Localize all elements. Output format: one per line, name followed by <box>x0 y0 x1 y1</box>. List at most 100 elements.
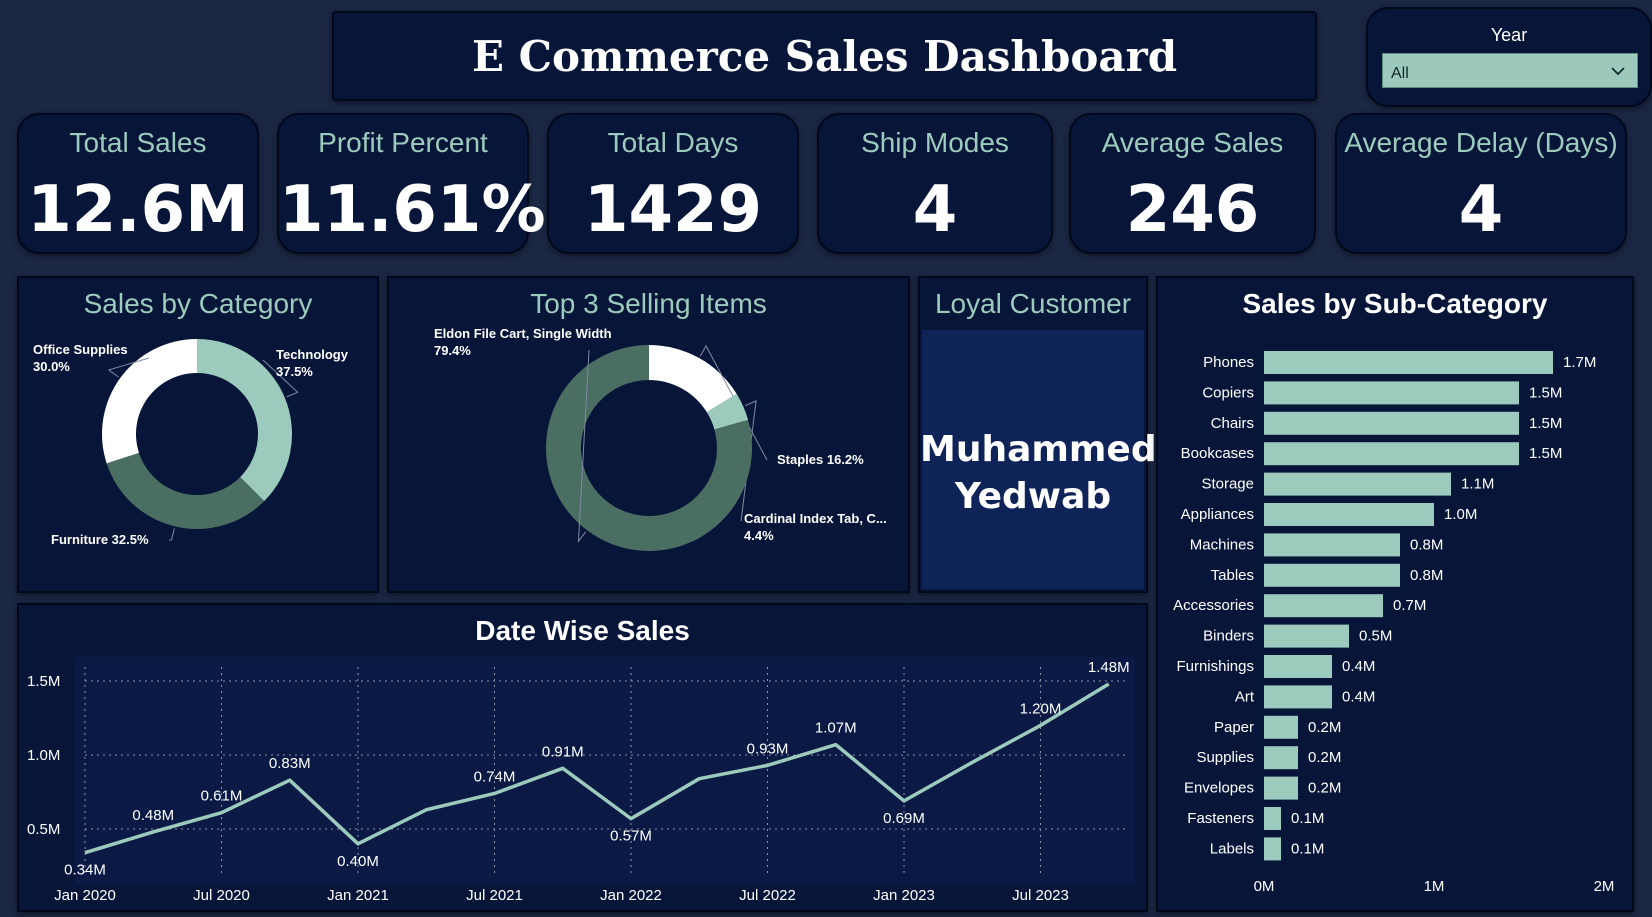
bar-category-label: Labels <box>1210 840 1254 857</box>
year-dropdown[interactable]: All <box>1382 53 1638 88</box>
bar[interactable] <box>1264 563 1400 587</box>
kpi-value: 11.61% <box>279 173 546 247</box>
page-title: E Commerce Sales Dashboard <box>471 31 1178 81</box>
data-label: 0.57M <box>610 828 652 845</box>
bar-value-label: 0.1M <box>1291 810 1324 827</box>
bar[interactable] <box>1264 381 1519 405</box>
kpi-label: Total Sales <box>69 127 207 158</box>
bar-category-label: Machines <box>1190 536 1254 553</box>
data-label: 0.48M <box>132 807 174 824</box>
plot-area <box>75 657 1135 885</box>
bar[interactable] <box>1264 594 1383 618</box>
bar-value-label: 1.1M <box>1461 476 1494 493</box>
bar-value-label: 0.2M <box>1308 719 1341 736</box>
bar[interactable] <box>1264 624 1349 648</box>
x-tick-label: Jul 2021 <box>466 887 523 904</box>
bar[interactable] <box>1264 837 1281 861</box>
y-tick-label: 0.5M <box>27 821 60 838</box>
y-tick-label: 1.0M <box>27 747 60 764</box>
bar-category-label: Appliances <box>1181 506 1254 523</box>
bar[interactable] <box>1264 351 1553 374</box>
bar-value-label: 0.5M <box>1359 628 1392 645</box>
donut-slice[interactable] <box>706 393 749 430</box>
donut-slice[interactable] <box>106 452 265 529</box>
bar-value-label: 0.7M <box>1393 597 1426 614</box>
y-tick-label: 1.5M <box>27 673 60 690</box>
bar-category-label: Copiers <box>1202 384 1254 401</box>
bar[interactable] <box>1264 715 1298 739</box>
bar[interactable] <box>1264 807 1281 830</box>
sales-by-category-panel: Sales by Category Technology 37.5% Furnitu… <box>17 276 379 593</box>
sales-by-category-chart: Technology 37.5% Furniture 32.5% Office Sup… <box>33 339 349 547</box>
donut-slice[interactable] <box>546 345 752 551</box>
bar-value-label: 1.0M <box>1444 506 1477 523</box>
x-tick-label: Jul 2020 <box>193 887 250 904</box>
bar[interactable] <box>1264 411 1519 435</box>
x-tick-label: 2M <box>1594 878 1615 895</box>
slice-label: 4.4% <box>744 528 774 543</box>
bar-value-label: 0.2M <box>1308 749 1341 766</box>
year-slicer: Year All <box>1366 7 1652 107</box>
kpi-average-delay: Average Delay (Days) 4 <box>1335 113 1627 254</box>
x-tick-label: Jul 2022 <box>739 887 796 904</box>
bar[interactable] <box>1264 746 1298 770</box>
bar[interactable] <box>1264 685 1332 709</box>
leader-line <box>107 357 150 378</box>
top-3-items-chart: Staples 16.2% Cardinal Index Tab, C... 4.4… <box>434 326 887 551</box>
top-3-items-panel: Top 3 Selling Items Staples 16.2% Cardina… <box>387 276 910 593</box>
bar-category-label: Art <box>1235 688 1255 705</box>
data-label: 0.40M <box>337 853 379 870</box>
leader-line <box>168 528 175 541</box>
bar[interactable] <box>1264 472 1451 496</box>
bar-value-label: 0.8M <box>1410 567 1443 584</box>
chevron-down-icon <box>1611 67 1625 76</box>
data-label: 0.69M <box>883 810 925 827</box>
loyal-customer-name-line1: Muhammed <box>920 429 1157 470</box>
bar-category-label: Accessories <box>1173 597 1254 614</box>
bar-value-label: 1.5M <box>1529 445 1562 462</box>
sales-by-subcategory-panel: Sales by Sub-Category Phones 1.7M Copiers 1… <box>1156 276 1634 912</box>
x-tick-label: 0M <box>1254 878 1275 895</box>
loyal-customer-name-line2: Yedwab <box>954 476 1112 517</box>
loyal-customer-panel: Loyal Customer Muhammed Yedwab <box>918 276 1157 593</box>
bar[interactable] <box>1264 442 1519 466</box>
slice-label: Technology <box>276 347 349 362</box>
bar[interactable] <box>1264 503 1434 526</box>
data-label: 0.74M <box>474 768 516 785</box>
slice-label: 79.4% <box>434 343 471 358</box>
chart-title: Sales by Category <box>83 288 313 319</box>
date-wise-sales-panel: Date Wise Sales 0.5M 1.0M 1.5M Jan 2020 Jul … <box>17 603 1148 912</box>
data-label: 1.48M <box>1088 659 1130 676</box>
year-dropdown-value: All <box>1391 65 1409 82</box>
bar-category-label: Envelopes <box>1184 780 1254 797</box>
kpi-value: 12.6M <box>27 173 249 247</box>
data-label: 0.34M <box>64 862 106 879</box>
bar-category-label: Supplies <box>1196 749 1254 766</box>
loyal-customer-card <box>922 330 1144 589</box>
x-tick-label: Jan 2021 <box>327 887 389 904</box>
bar-category-label: Chairs <box>1211 415 1254 432</box>
bar[interactable] <box>1264 533 1400 557</box>
slice-label: 30.0% <box>33 359 70 374</box>
chart-title: Top 3 Selling Items <box>530 288 767 319</box>
kpi-value: 1429 <box>583 173 763 247</box>
donut-slice[interactable] <box>197 339 293 502</box>
donut-slice[interactable] <box>102 339 197 464</box>
bar-category-label: Bookcases <box>1181 445 1254 462</box>
kpi-value: 4 <box>912 173 958 247</box>
kpi-label: Ship Modes <box>861 127 1009 158</box>
series-line[interactable] <box>84 682 1110 855</box>
loyal-customer-title: Loyal Customer <box>934 288 1132 319</box>
donut-slice[interactable] <box>649 345 737 413</box>
bar[interactable] <box>1264 655 1332 678</box>
x-tick-label: 1M <box>1424 878 1445 895</box>
chart-title: Date Wise Sales <box>475 615 690 646</box>
kpi-total-sales: Total Sales 12.6M <box>17 113 259 254</box>
bar-value-label: 0.1M <box>1291 840 1324 857</box>
bar-category-label: Storage <box>1201 476 1254 493</box>
kpi-ship-modes: Ship Modes 4 <box>817 113 1053 254</box>
year-slicer-label: Year <box>1490 25 1528 45</box>
bar[interactable] <box>1264 776 1298 800</box>
bar-category-label: Phones <box>1203 354 1254 371</box>
dashboard-title-box: E Commerce Sales Dashboard <box>332 11 1317 101</box>
